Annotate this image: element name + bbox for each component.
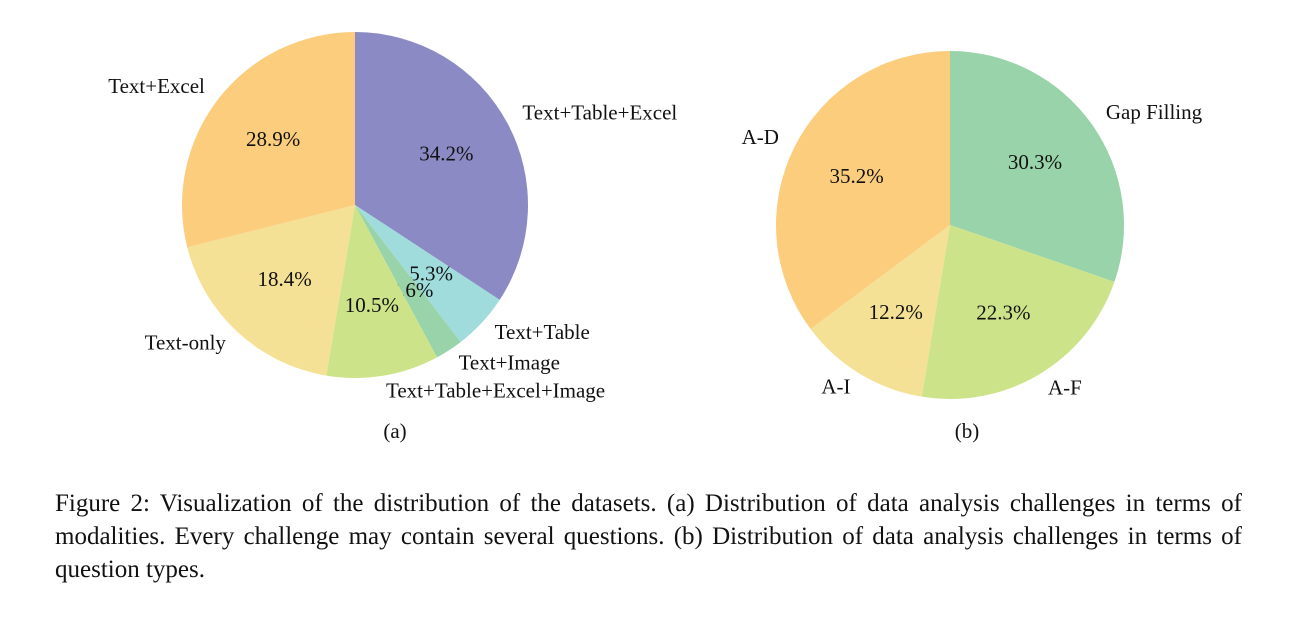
slice-label: A-I bbox=[821, 374, 850, 398]
value-label: 35.2% bbox=[830, 164, 884, 188]
pie-slice bbox=[355, 32, 528, 300]
value-label: 12.2% bbox=[869, 300, 923, 324]
caption: Figure 2: Visualization of the distribut… bbox=[55, 490, 1242, 583]
pie-slice bbox=[355, 205, 461, 358]
value-label: 5.3% bbox=[409, 261, 453, 285]
value-label: 30.3% bbox=[1008, 150, 1062, 174]
pie-slice bbox=[187, 205, 355, 376]
slice-label: A-F bbox=[1048, 375, 1082, 399]
pie-slice bbox=[181, 32, 355, 248]
slice-label: A-D bbox=[742, 125, 779, 149]
figure: Text+Table+Excel 34.2% Text+Table 5.3% Text+… bbox=[108, 32, 1203, 443]
value-label: 18.4% bbox=[257, 267, 311, 291]
value-label: 22.3% bbox=[976, 301, 1030, 325]
pie-slice bbox=[950, 51, 1124, 282]
slice-label: Text+Table+Excel bbox=[522, 100, 677, 124]
pie-slice bbox=[355, 205, 500, 342]
pie-slice bbox=[326, 205, 437, 378]
slice-label: Text+Table+Excel+Image bbox=[386, 379, 605, 403]
pie-slice bbox=[810, 225, 950, 397]
value-label: 34.2% bbox=[419, 141, 473, 165]
slice-label: Text+Table bbox=[495, 320, 590, 344]
chart-title: (a) bbox=[383, 419, 406, 443]
slice-label: Text+Image bbox=[459, 350, 560, 374]
slice-label: Text-only bbox=[145, 331, 227, 355]
pie-slice bbox=[776, 51, 950, 330]
value-label: 28.9% bbox=[246, 127, 300, 151]
pie-slice bbox=[921, 225, 1115, 399]
slice-label: Text+Excel bbox=[108, 74, 205, 98]
slice-label: Gap Filling bbox=[1106, 100, 1203, 124]
value-label: 10.5% bbox=[345, 293, 399, 317]
chart-title: (b) bbox=[955, 419, 980, 443]
